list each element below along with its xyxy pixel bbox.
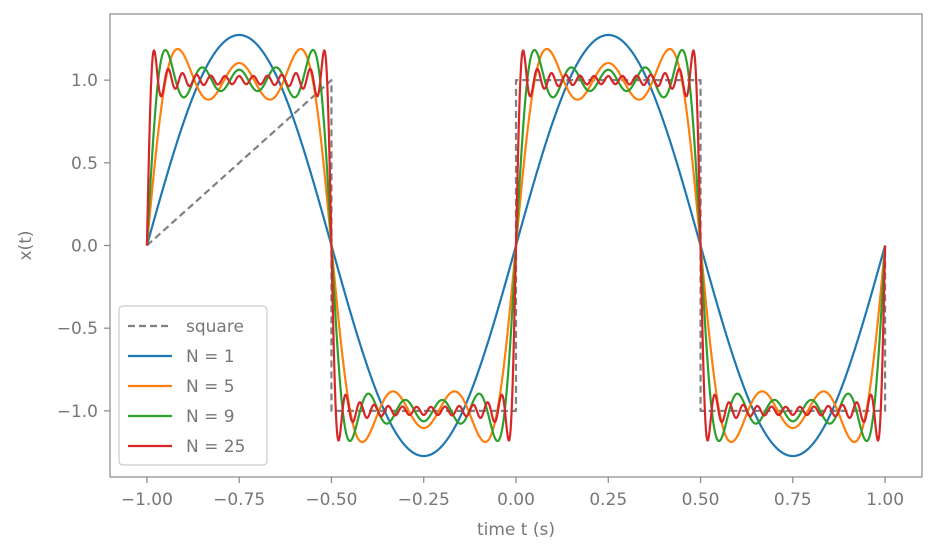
legend-label: N = 9 [186,407,235,427]
x-tick-label: 1.00 [866,490,904,510]
x-tick-label: −0.50 [305,490,357,510]
x-tick-label: −0.25 [398,490,450,510]
x-tick-label: 0.00 [497,490,535,510]
x-tick-label: 0.75 [774,490,812,510]
y-tick-label: −0.5 [57,319,98,339]
legend: square N = 1 N = 5 N = 9 N = 25 [118,305,268,466]
y-axis-label: x(t) [16,231,36,261]
series-line-4 [145,49,887,442]
x-tick-label: −0.75 [213,490,265,510]
x-axis-label: time t (s) [477,520,555,540]
legend-label: N = 5 [186,377,235,397]
y-axis: −1.0 −0.5 0.0 0.5 1.0 [57,71,110,422]
series-layer [145,33,887,458]
x-tick-label: 0.50 [682,490,720,510]
legend-label: square [186,317,244,337]
y-tick-label: −1.0 [57,402,98,422]
legend-label: N = 25 [186,437,245,457]
x-tick-label: −1.00 [121,490,173,510]
y-tick-label: 0.0 [71,237,98,257]
y-tick-label: 0.5 [71,154,98,174]
legend-box [118,305,268,466]
x-tick-label: 0.25 [589,490,627,510]
x-axis: −1.00 −0.75 −0.50 −0.25 0.00 0.25 0.50 0.75 1.00 [121,477,904,510]
legend-label: N = 1 [186,347,235,367]
y-tick-label: 1.0 [71,71,98,91]
